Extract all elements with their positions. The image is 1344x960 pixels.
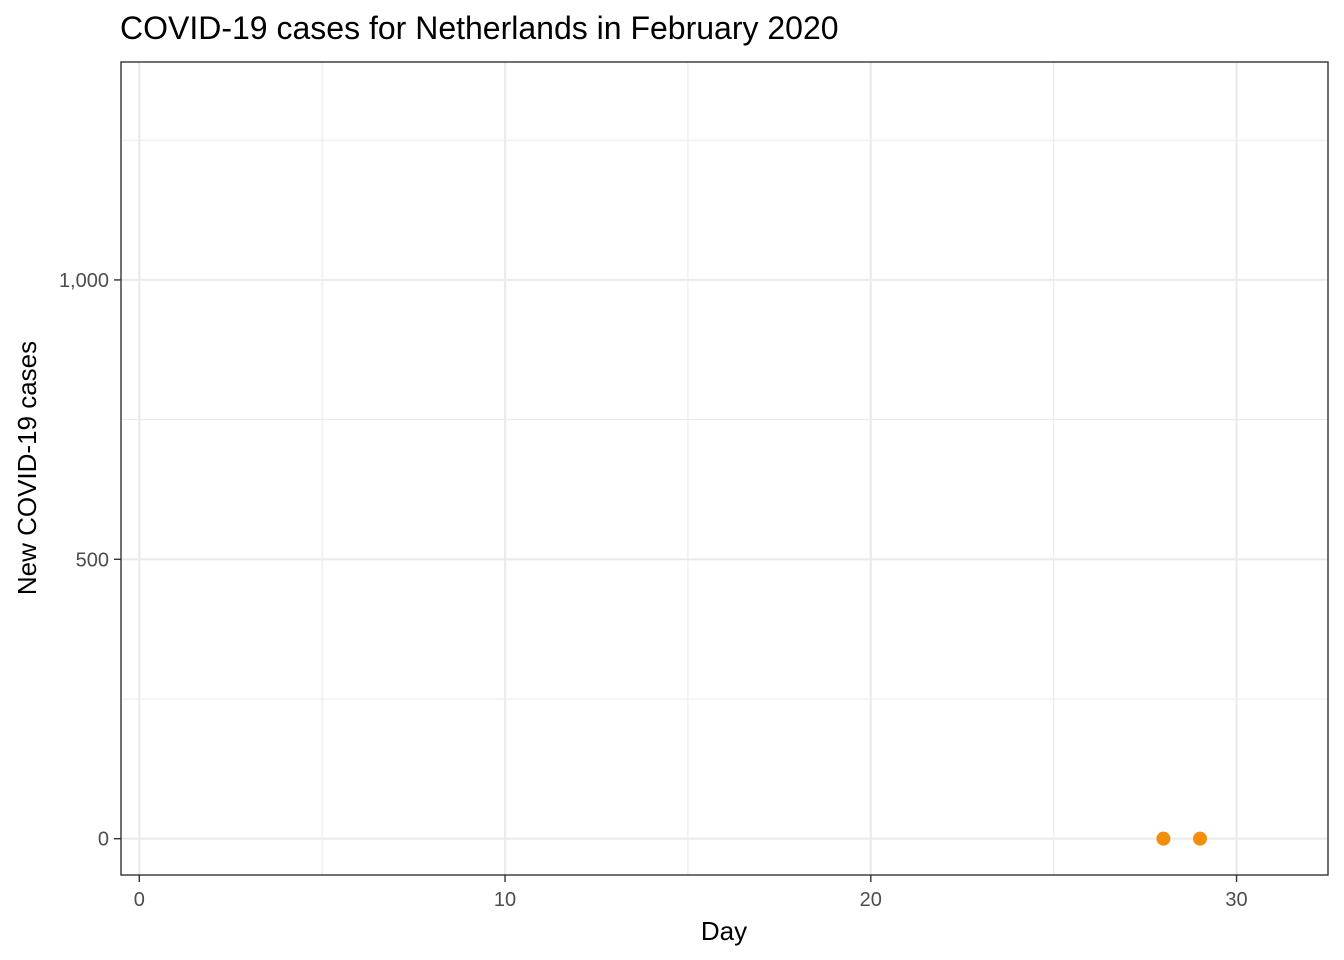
y-axis: 0 500 1,000 [59, 270, 121, 851]
plot-panel [120, 61, 1329, 876]
x-tick-label: 30 [1225, 889, 1247, 911]
data-points [1156, 831, 1207, 846]
grid [121, 62, 1328, 875]
panel-border [120, 61, 1329, 876]
x-axis-title: Day [701, 916, 747, 946]
y-tick-label: 500 [76, 549, 109, 571]
data-point [1156, 831, 1171, 846]
x-tick-label: 20 [860, 889, 882, 911]
y-tick-label: 0 [98, 829, 109, 851]
y-tick-label: 1,000 [59, 270, 109, 292]
x-tick-label: 10 [494, 889, 516, 911]
y-axis-title: New COVID-19 cases [12, 341, 42, 595]
chart-title: COVID-19 cases for Netherlands in Februa… [120, 10, 839, 46]
x-axis: 0 10 20 30 [134, 875, 1248, 911]
x-tick-label: 0 [134, 889, 145, 911]
data-point [1192, 831, 1207, 846]
